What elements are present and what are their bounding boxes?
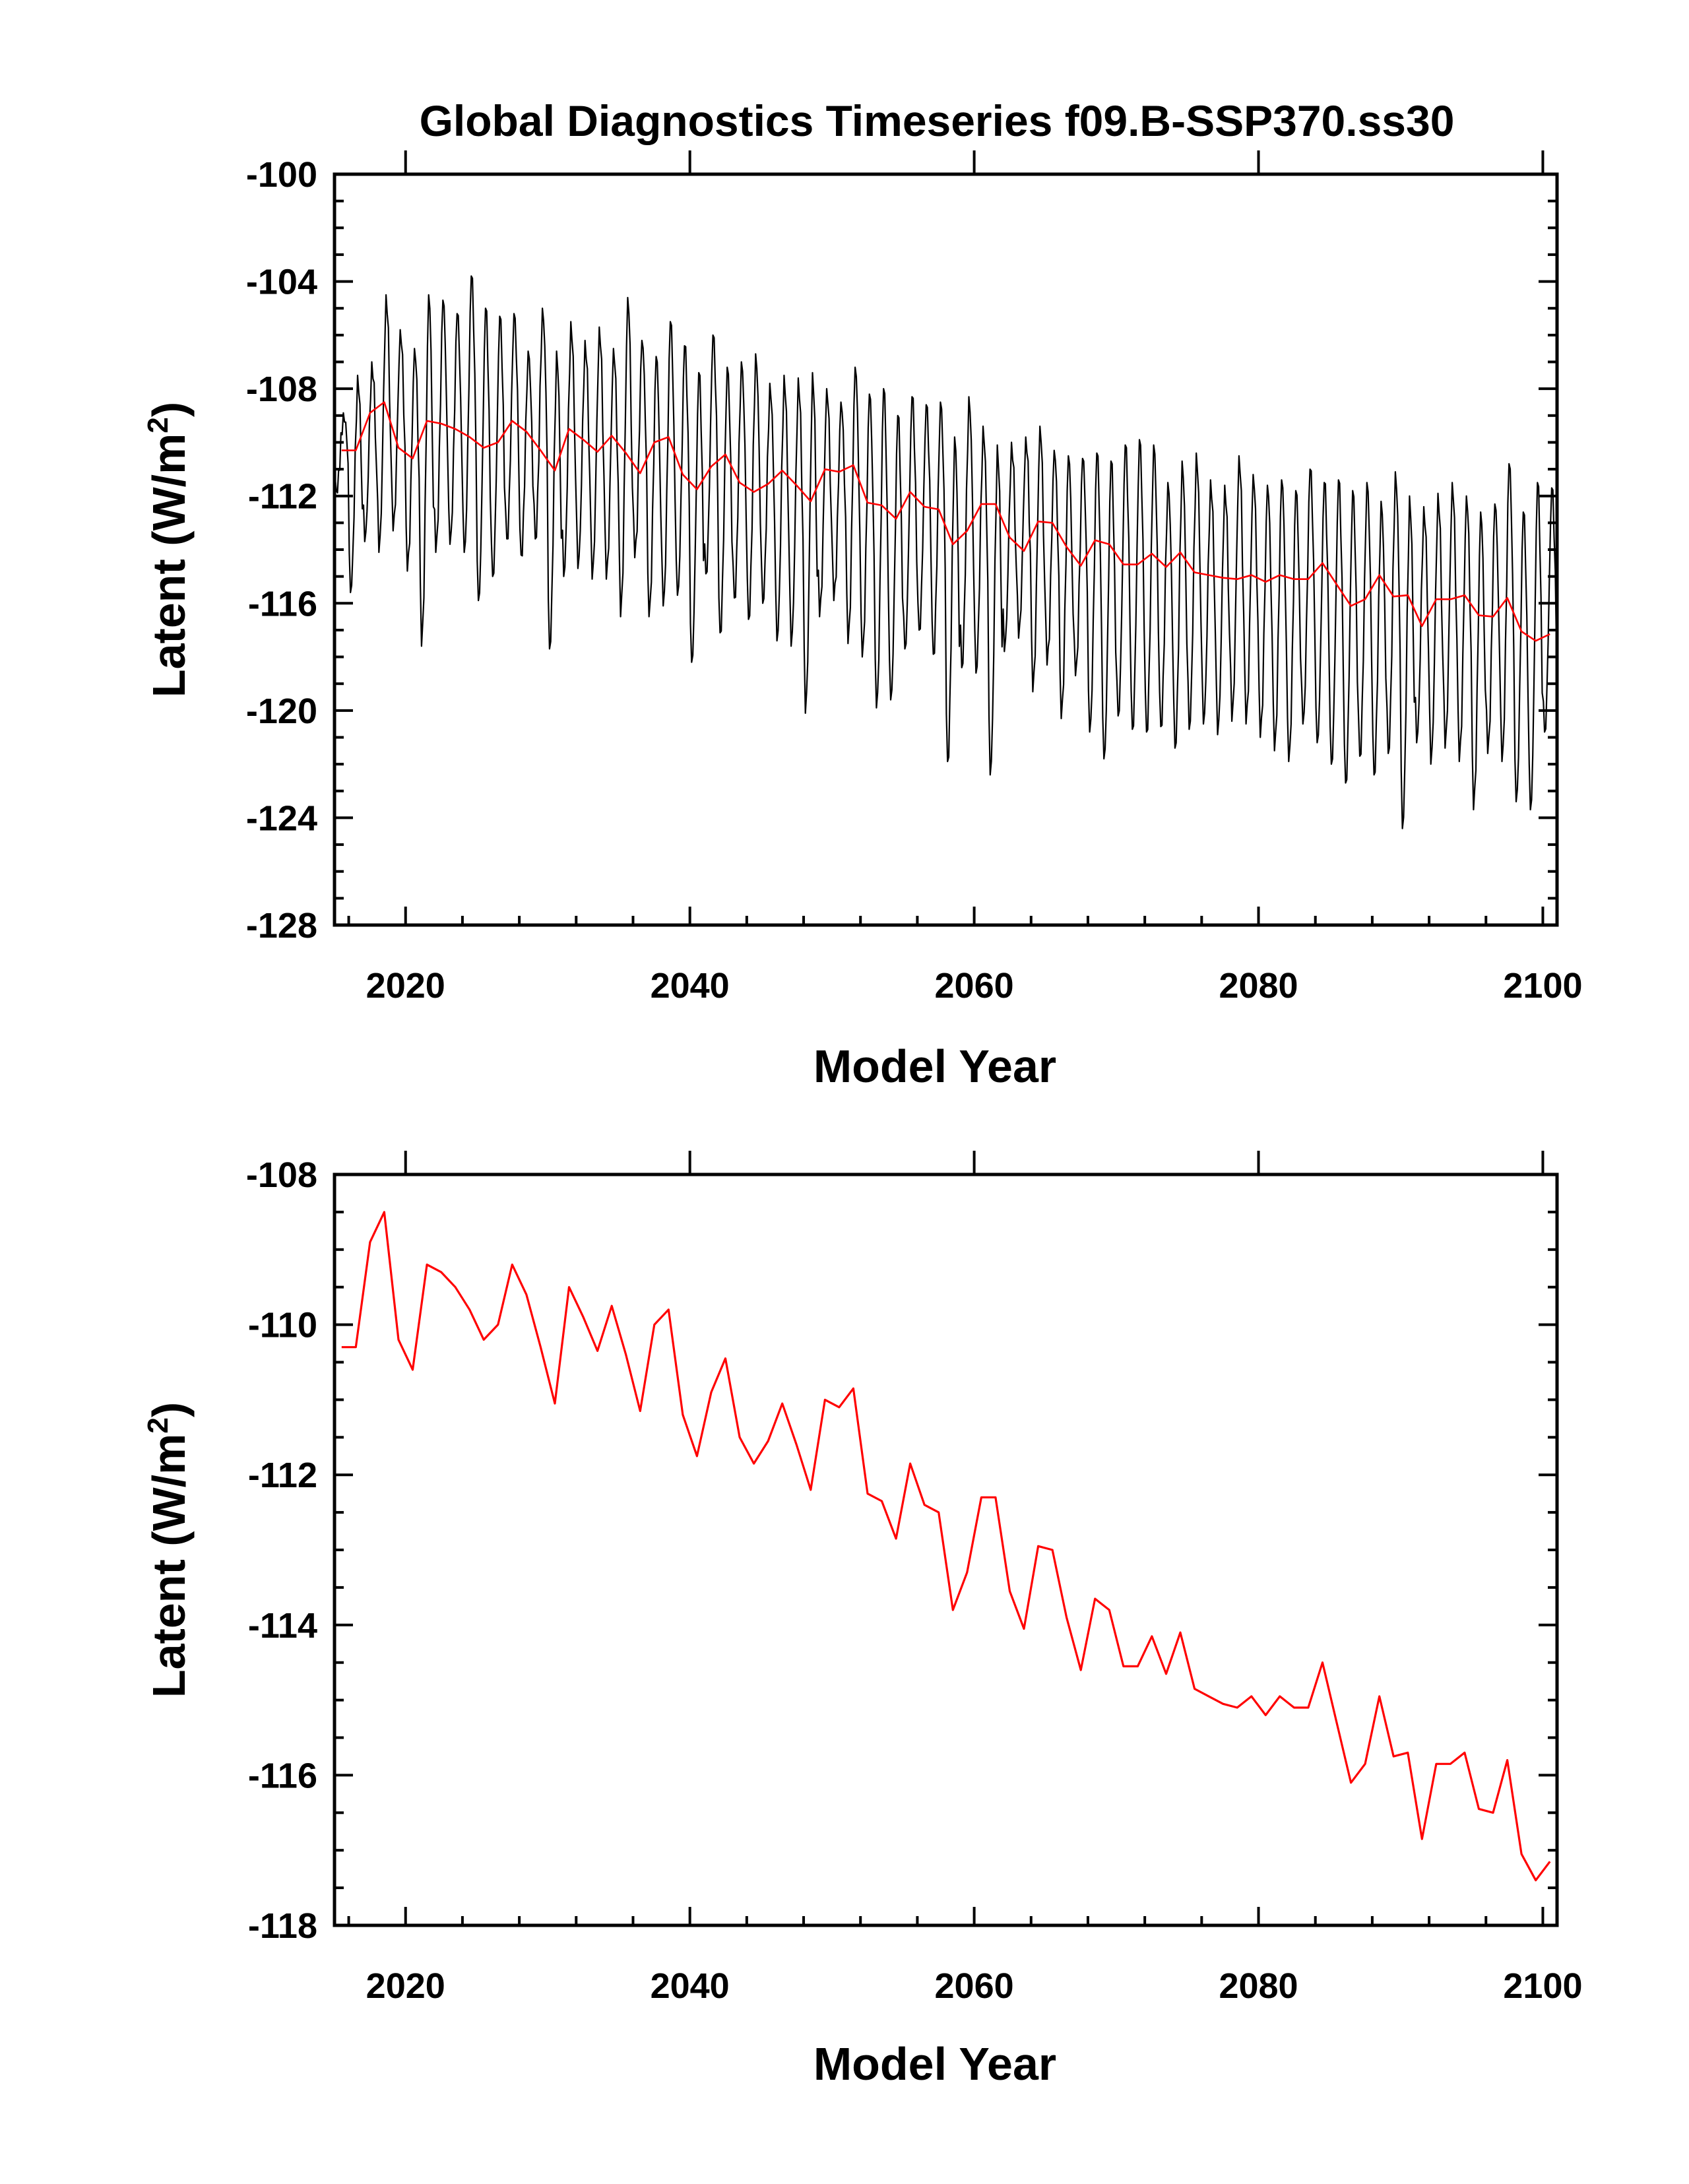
- bottom-y-tick-label: -110: [248, 1306, 317, 1345]
- top-y-tick-label: -124: [246, 798, 317, 838]
- top-series-annual-mean: [341, 401, 1550, 642]
- bottom-tick-layer: 2020 2040 2060 2080 2100 -118 -116 -114 -112 -110…: [246, 1151, 1583, 2006]
- top-tick-layer: 2020 2040 2060 2080 2100 -128 -124 -120 -116 -112…: [246, 150, 1583, 1006]
- top-x-tick-label: 2100: [1503, 966, 1582, 1006]
- top-x-axis-label: Model Year: [813, 1041, 1056, 1092]
- bottom-y-axis-label: Latent (W/m2): [142, 1402, 195, 1698]
- bottom-y-tick-label: -108: [246, 1155, 317, 1195]
- bottom-y-tick-label: -112: [248, 1456, 317, 1495]
- top-y-axis-label: Latent (W/m2): [142, 402, 195, 697]
- bottom-y-tick-label: -114: [248, 1606, 317, 1646]
- bottom-panel: 2020 2040 2060 2080 2100 -118 -116 -114 -112 -110…: [142, 1151, 1583, 2090]
- chart-title: Global Diagnostics Timeseries f09.B-SSP3…: [420, 96, 1455, 145]
- top-y-tick-label: -120: [246, 691, 317, 731]
- top-x-tick-label: 2020: [366, 966, 445, 1006]
- bottom-y-tick-label: -116: [248, 1756, 317, 1795]
- bottom-y-axis-label-close: ): [143, 1402, 195, 1417]
- top-y-tick-label: -112: [248, 477, 317, 517]
- bottom-x-tick-label: 2020: [366, 1966, 445, 2006]
- bottom-x-tick-label: 2100: [1503, 1966, 1582, 2006]
- bottom-series-annual-mean: [341, 1211, 1551, 1882]
- bottom-plot-frame: [333, 1172, 1559, 1927]
- top-x-tick-label: 2040: [651, 966, 730, 1006]
- top-y-axis-label-superscript: 2: [142, 417, 174, 433]
- top-series-monthly: [334, 275, 1558, 829]
- top-y-axis-label-main: Latent (W/m: [143, 434, 195, 698]
- top-y-tick-label: -104: [246, 263, 317, 302]
- top-y-tick-label: -108: [246, 369, 317, 409]
- bottom-x-axis-label: Model Year: [813, 2038, 1056, 2090]
- bottom-x-tick-label: 2060: [935, 1966, 1014, 2006]
- bottom-x-tick-label: 2040: [651, 1966, 730, 2006]
- bottom-x-tick-label: 2080: [1219, 1966, 1298, 2006]
- top-y-tick-label: -100: [246, 155, 317, 195]
- top-x-tick-label: 2060: [935, 966, 1014, 1006]
- top-panel: 2020 2040 2060 2080 2100 -128 -124 -120 -116 -112…: [142, 150, 1583, 1092]
- top-series-layer: [334, 275, 1558, 829]
- bottom-y-tick-label: -118: [248, 1906, 317, 1946]
- bottom-y-axis-label-superscript: 2: [142, 1417, 174, 1433]
- top-y-tick-label: -128: [246, 906, 317, 946]
- bottom-y-axis-label-main: Latent (W/m: [143, 1434, 195, 1698]
- top-x-tick-label: 2080: [1219, 966, 1298, 1006]
- top-plot-frame: [333, 172, 1559, 927]
- bottom-series-layer: [341, 1211, 1551, 1882]
- top-y-axis-label-close: ): [143, 402, 195, 417]
- top-y-tick-label: -116: [248, 584, 317, 624]
